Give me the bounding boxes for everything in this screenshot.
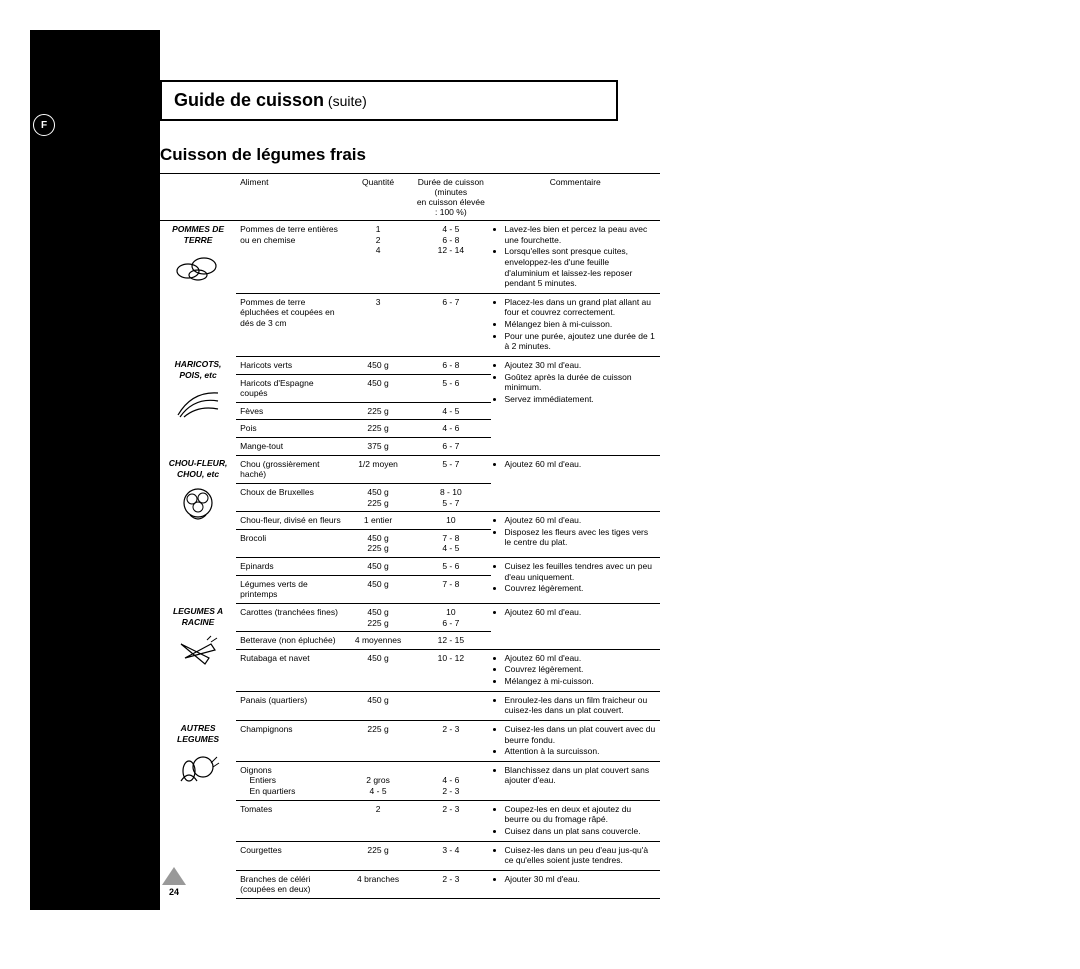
cat-beans: HARICOTS,POIS, etc [160, 356, 236, 455]
beans-icon [174, 387, 222, 421]
col-duration: Durée de cuisson (minutes en cuisson éle… [411, 174, 490, 221]
triangle-icon [162, 867, 186, 885]
sidebar-black [30, 30, 160, 910]
row-potato-1: POMMES DETERRE Pommes de terre entières … [160, 221, 660, 294]
page-number: 24 [160, 887, 188, 897]
col-comment: Commentaire [491, 174, 660, 221]
section-subtitle: Cuisson de légumes frais [160, 145, 720, 165]
cat-cabbage: CHOU-FLEUR,CHOU, etc [160, 455, 236, 603]
col-food: Aliment [236, 174, 345, 221]
cat-potato: POMMES DETERRE [160, 221, 236, 357]
row-haricots-verts: HARICOTS,POIS, etc Haricots verts 450 g … [160, 356, 660, 374]
root-veg-icon [175, 634, 221, 670]
page-title: Guide de cuisson [174, 90, 324, 110]
language-badge: F [33, 114, 55, 136]
other-veg-icon [175, 751, 221, 789]
cat-root: LEGUMES ARACINE [160, 603, 236, 720]
cauliflower-icon [176, 485, 220, 525]
potato-icon [174, 251, 222, 281]
page-title-box: Guide de cuisson (suite) [160, 80, 618, 121]
row-champignons: AUTRESLEGUMES Champignons225 g2 - 3 Cuis… [160, 720, 660, 761]
row-carottes: LEGUMES ARACINE Carottes (tranchées fine… [160, 603, 660, 631]
col-qty: Quantité [345, 174, 411, 221]
content-area: Guide de cuisson (suite) Cuisson de légu… [160, 30, 720, 899]
cooking-table: Aliment Quantité Durée de cuisson (minut… [160, 173, 660, 899]
page: F Guide de cuisson (suite) Cuisson de lé… [0, 0, 1080, 969]
page-number-marker: 24 [160, 867, 188, 897]
row-chou: CHOU-FLEUR,CHOU, etc Chou (grossièrement… [160, 455, 660, 483]
header-row: Aliment Quantité Durée de cuisson (minut… [160, 174, 660, 221]
page-title-suite: (suite) [324, 93, 367, 109]
